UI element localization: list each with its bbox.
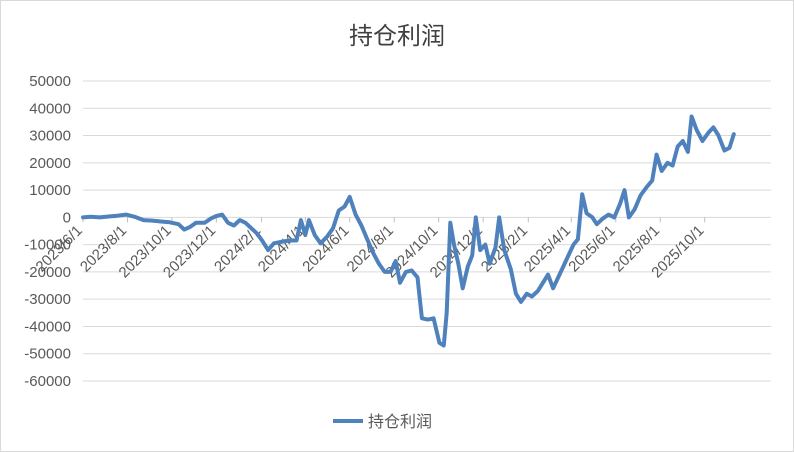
legend-label: 持仓利润 [368, 412, 432, 431]
chart-title: 持仓利润 [349, 22, 445, 50]
y-tick-label: 40000 [29, 100, 71, 117]
x-tick-label: 2024/2/1 [211, 222, 264, 275]
y-tick-label: 0 [63, 209, 71, 226]
x-tick-label: 2025/4/1 [521, 222, 574, 275]
y-tick-label: -60000 [24, 373, 71, 390]
y-axis-ticks: 50000 40000 30000 20000 10000 0 -10000 -20000 -3… [24, 73, 71, 390]
y-tick-label: -10000 [24, 237, 71, 254]
y-tick-label: -20000 [24, 264, 71, 281]
y-tick-label: -40000 [24, 318, 71, 335]
series-layer [81, 114, 736, 348]
y-tick-label: 50000 [29, 73, 71, 90]
y-tick-label: 30000 [29, 128, 71, 145]
gridlines [83, 80, 771, 382]
y-tick-label: -30000 [24, 291, 71, 308]
y-tick-label: 20000 [29, 155, 71, 172]
y-tick-label: 10000 [29, 182, 71, 199]
y-tick-label: -50000 [24, 346, 71, 363]
legend: 持仓利润 [333, 412, 432, 431]
series-line [81, 114, 736, 348]
